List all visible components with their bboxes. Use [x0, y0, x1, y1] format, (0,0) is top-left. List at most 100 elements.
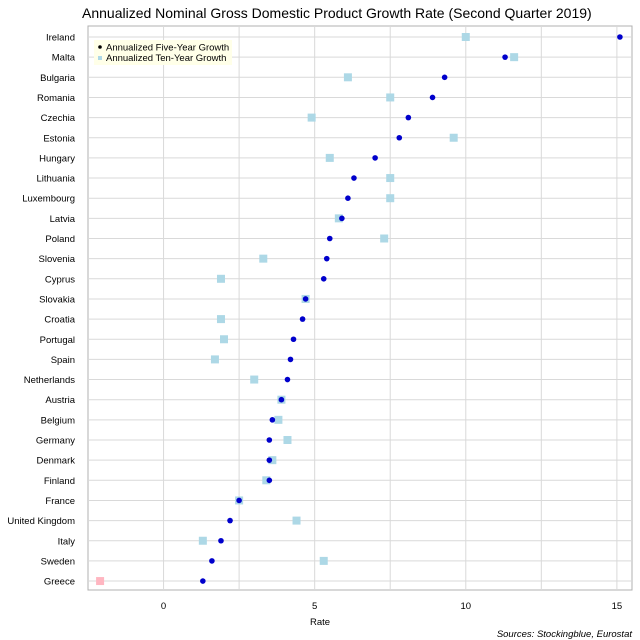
- ten-year-point: [210, 355, 219, 364]
- five-year-point: [372, 155, 378, 161]
- category-label: Croatia: [44, 315, 75, 326]
- legend-five-year-marker: [98, 45, 102, 49]
- ten-year-point: [216, 315, 225, 324]
- category-label: Denmark: [36, 456, 75, 467]
- five-year-point: [227, 517, 233, 524]
- five-year-point: [345, 195, 351, 201]
- five-year-point: [429, 94, 436, 101]
- data-marks: [96, 33, 623, 586]
- category-label: Italy: [58, 536, 76, 547]
- category-label: Spain: [51, 355, 75, 366]
- five-year-point: [200, 578, 206, 584]
- ten-year-point: [319, 556, 328, 565]
- ten-year-point: [268, 456, 277, 465]
- five-year-point: [396, 134, 403, 141]
- category-label: Poland: [45, 234, 75, 245]
- category-label: Belgium: [41, 415, 75, 426]
- five-year-point: [236, 497, 242, 504]
- category-label: Netherlands: [24, 375, 75, 386]
- category-label: Malta: [52, 53, 76, 64]
- source-note: Sources: Stockingblue, Eurostat: [497, 629, 633, 640]
- five-year-point: [441, 74, 448, 81]
- category-label: Finland: [44, 476, 75, 487]
- five-year-point: [326, 235, 333, 242]
- five-year-point: [323, 255, 330, 262]
- category-label: Cyprus: [45, 274, 75, 285]
- category-label: United Kingdom: [7, 516, 75, 527]
- category-label: Slovenia: [39, 254, 76, 265]
- ten-year-point: [386, 194, 395, 203]
- five-year-point: [502, 54, 508, 60]
- ten-year-point: [274, 415, 283, 424]
- ten-year-point: [198, 536, 207, 545]
- five-year-point: [302, 296, 309, 302]
- x-tick-labels: 0 5 10 15: [161, 601, 622, 612]
- five-year-point: [405, 114, 412, 121]
- category-label: Austria: [45, 395, 75, 406]
- legend-ten-year-marker: [98, 56, 102, 60]
- category-label: France: [45, 496, 75, 507]
- category-label: Greece: [44, 577, 75, 588]
- x-tick-label: 0: [161, 601, 166, 612]
- ten-year-point: [259, 254, 268, 263]
- legend-ten-year-label: Annualized Ten-Year Growth: [106, 53, 226, 64]
- category-label: Lithuania: [36, 174, 75, 185]
- x-axis-title: Rate: [310, 617, 330, 628]
- five-year-point: [266, 457, 273, 463]
- ten-year-point: [449, 133, 458, 142]
- ten-year-point: [262, 476, 271, 485]
- ten-year-point: [380, 234, 389, 243]
- ten-year-point: [461, 33, 470, 41]
- five-year-point: [299, 316, 306, 322]
- ten-year-point: [386, 174, 395, 183]
- category-label: Sweden: [41, 556, 75, 567]
- ten-year-point: [510, 53, 519, 62]
- chart-title: Annualized Nominal Gross Domestic Produc…: [82, 5, 592, 21]
- ten-year-point: [325, 153, 334, 162]
- ten-year-point: [216, 274, 225, 283]
- ten-year-point: [334, 214, 343, 223]
- ten-year-point: [96, 577, 105, 586]
- category-label: Hungary: [39, 153, 75, 164]
- grid-lines: [88, 26, 632, 590]
- category-label: Portugal: [40, 335, 75, 346]
- five-year-point: [351, 175, 357, 181]
- legend-five-year-label: Annualized Five-Year Growth: [106, 43, 229, 54]
- x-tick-label: 5: [312, 601, 317, 612]
- category-label: Luxembourg: [22, 194, 75, 205]
- five-year-point: [617, 34, 623, 40]
- category-label: Romania: [37, 93, 76, 104]
- category-label: Germany: [36, 436, 75, 447]
- five-year-point: [266, 437, 273, 443]
- ten-year-point: [386, 93, 395, 102]
- category-label: Czechia: [41, 113, 76, 124]
- x-tick-label: 10: [460, 601, 471, 612]
- ten-year-point: [283, 436, 292, 444]
- five-year-point: [290, 336, 297, 343]
- five-year-point: [284, 376, 291, 383]
- five-year-point: [278, 396, 285, 403]
- category-labels: Ireland Malta Bulgaria Romania Czechia Estoni…: [7, 33, 75, 588]
- legend: Annualized Five-Year Growth Annualized T…: [94, 40, 232, 65]
- x-tick-label: 15: [612, 601, 623, 612]
- category-label: Ireland: [46, 33, 75, 44]
- plot-area: [87, 25, 633, 591]
- five-year-point: [266, 477, 273, 484]
- five-year-point: [218, 537, 224, 544]
- ten-year-point: [250, 375, 259, 384]
- five-year-point: [287, 356, 294, 363]
- five-year-point: [339, 215, 345, 222]
- ten-year-point: [220, 335, 228, 344]
- five-year-point: [320, 276, 327, 282]
- five-year-point: [209, 558, 215, 564]
- legend-box: [94, 40, 232, 65]
- ten-year-point: [292, 516, 301, 525]
- five-year-point: [269, 417, 276, 423]
- ten-year-point: [307, 113, 316, 122]
- category-label: Latvia: [50, 214, 76, 225]
- category-label: Slovakia: [39, 294, 76, 305]
- category-label: Estonia: [43, 133, 75, 144]
- ten-year-point: [343, 73, 352, 82]
- category-label: Bulgaria: [40, 73, 76, 84]
